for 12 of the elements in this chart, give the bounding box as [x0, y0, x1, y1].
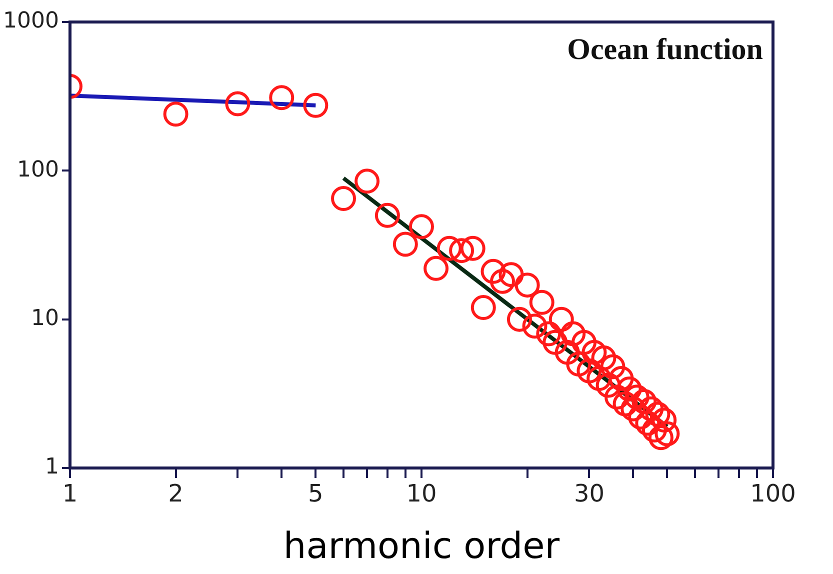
x-tick-label: 2 [168, 480, 184, 508]
x-tick-label: 10 [406, 480, 437, 508]
x-tick-label: 1 [62, 480, 78, 508]
x-axis-title: harmonic order [283, 526, 560, 567]
annotation: Ocean function [567, 32, 764, 66]
y-tick-label: 100 [16, 157, 59, 182]
y-tick-label: 1 [44, 454, 59, 480]
x-tick-label: 30 [574, 480, 604, 508]
x-tick-label: 5 [308, 480, 324, 508]
y-tick-label: 1000 [2, 8, 59, 34]
y-tick-label: 10 [30, 306, 59, 332]
x-tick-label: 100 [750, 480, 796, 508]
